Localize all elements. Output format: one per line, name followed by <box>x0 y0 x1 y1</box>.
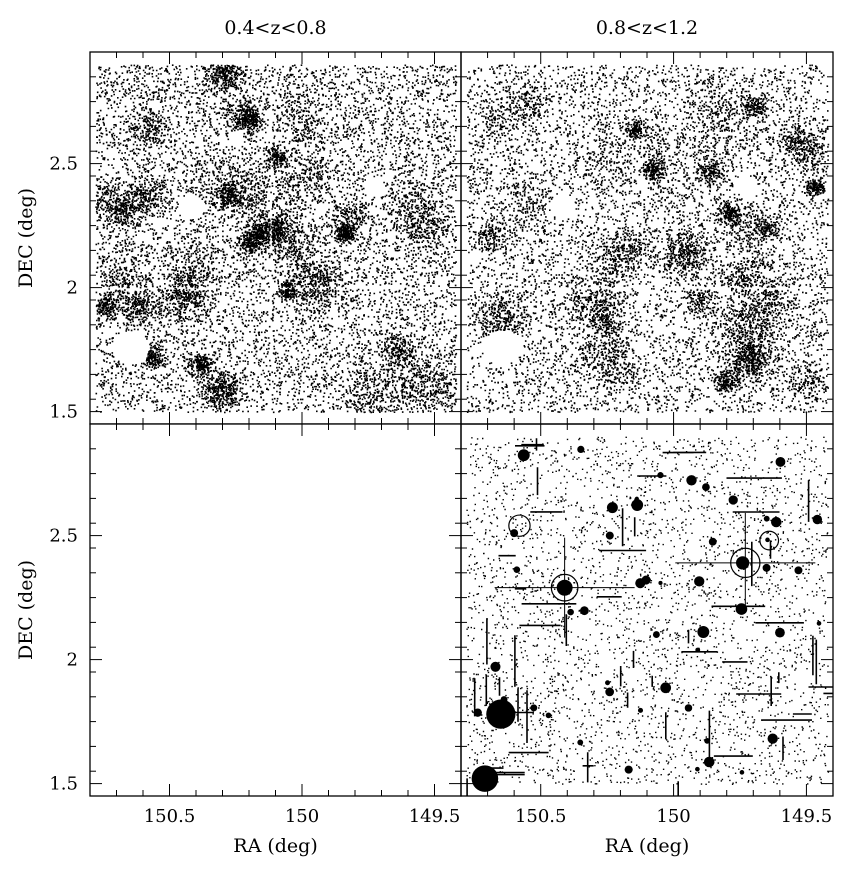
y-tick-label: 2 <box>67 278 78 299</box>
x-axis-label: RA (deg) <box>605 835 689 857</box>
random-points <box>466 436 833 796</box>
mask-blob <box>771 516 782 528</box>
mask-blob <box>702 483 710 491</box>
mask-blob <box>703 756 715 768</box>
panel-top-left <box>89 51 462 425</box>
mask-ring <box>508 514 531 537</box>
panel-top-right <box>460 51 834 425</box>
y-axis-label: DEC (deg) <box>15 560 37 660</box>
mask-blob <box>658 580 663 586</box>
mask-blob <box>530 704 538 712</box>
galaxy-points <box>95 64 458 414</box>
panel-bottom-right <box>460 423 834 797</box>
x-tick-label: 150 <box>656 806 690 827</box>
mask-blob <box>708 537 717 546</box>
mask-blob <box>624 765 633 774</box>
y-tick-label: 2.5 <box>49 154 78 175</box>
mask-blob <box>695 766 700 772</box>
mask-blob <box>490 661 501 672</box>
mask-blob <box>686 475 697 486</box>
mask-blob <box>652 631 660 639</box>
x-tick-label: 150 <box>285 806 319 827</box>
mask-blob <box>684 704 693 712</box>
mask-blob <box>635 578 646 589</box>
mask-blob <box>631 499 644 511</box>
mask-blob <box>735 603 748 615</box>
mask-blob <box>704 738 711 744</box>
x-tick-label: 149.5 <box>409 806 461 827</box>
mask-blob <box>545 712 552 719</box>
mask-disk <box>794 566 803 575</box>
galaxy-points <box>466 64 830 414</box>
x-axis-label: RA (deg) <box>233 835 317 857</box>
mask-blob <box>657 472 664 479</box>
mask-blob <box>694 576 705 587</box>
mask-blob <box>577 445 585 453</box>
plot-margin <box>95 424 461 796</box>
x-tick-label: 150.5 <box>144 806 196 827</box>
mask-disk <box>510 529 519 538</box>
panel-bottom-left <box>89 423 462 797</box>
mask-blob <box>739 770 745 775</box>
mask-blob <box>567 608 574 616</box>
mask-blob <box>577 739 584 746</box>
mask-ring <box>759 530 780 551</box>
y-tick-label: 1.5 <box>49 774 78 795</box>
x-tick-label: 150.5 <box>515 806 567 827</box>
mask-blob <box>517 449 530 462</box>
y-tick-label: 1.5 <box>49 402 78 423</box>
mask-blob <box>606 502 618 514</box>
y-tick-label: 2 <box>67 650 78 671</box>
mask-disk <box>486 699 516 729</box>
y-tick-label: 2.5 <box>49 526 78 547</box>
mask-disk <box>762 563 771 572</box>
mask-blob <box>697 626 710 639</box>
mask-blob <box>763 515 770 522</box>
y-axis-label: DEC (deg) <box>15 188 37 288</box>
mask-blob <box>728 495 738 505</box>
mask-blob <box>513 566 521 574</box>
mask-blob <box>605 680 610 686</box>
mask-blob <box>637 707 644 713</box>
mask-blob <box>816 621 822 626</box>
panel-title: 0.4<z<0.8 <box>224 17 326 39</box>
x-tick-label: 149.5 <box>781 806 833 827</box>
mask-blob <box>473 708 482 717</box>
mask-blob <box>775 627 785 638</box>
mask-blob <box>579 606 589 616</box>
mask-blob <box>775 456 786 467</box>
mask-blob <box>660 682 672 694</box>
mask-blob <box>812 514 823 525</box>
panel-title: 0.8<z<1.2 <box>596 17 698 39</box>
mask-blob <box>767 733 778 744</box>
mask-disk <box>471 765 499 792</box>
mask-blob <box>695 647 701 653</box>
mask-blob <box>605 687 615 697</box>
mask-disk <box>605 531 614 540</box>
mask-blob <box>765 537 770 543</box>
